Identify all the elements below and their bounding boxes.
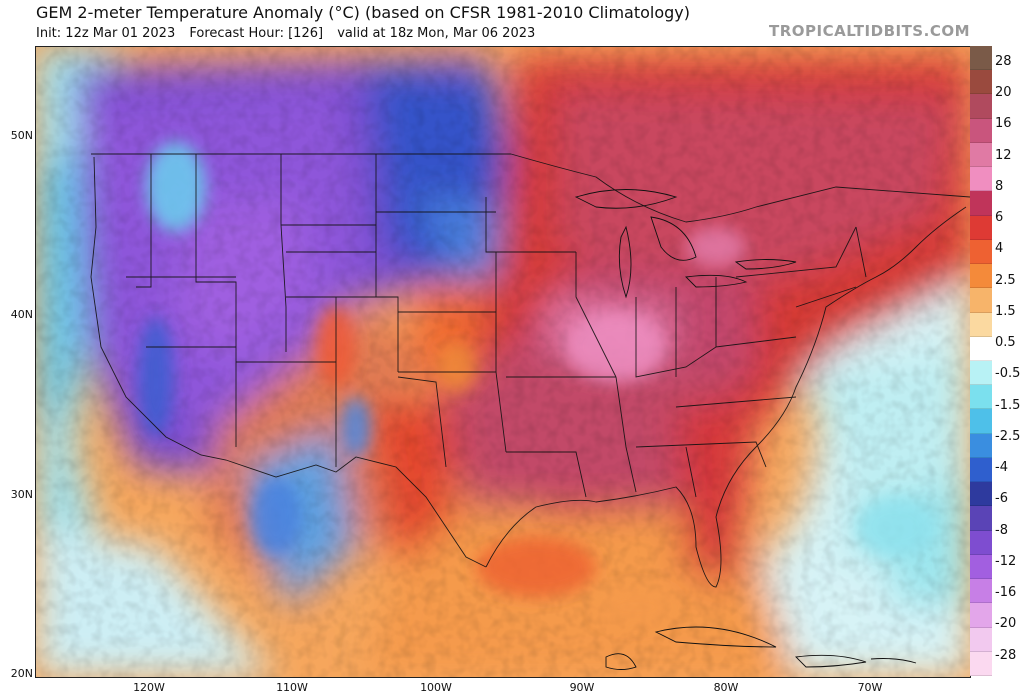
lon-label-70w: 70W <box>857 681 883 694</box>
colorbar-label: -1.5 <box>995 397 1021 413</box>
colorbar-label: 4 <box>995 241 1004 257</box>
lon-label-80w: 80W <box>713 681 739 694</box>
colorbar-label: 6 <box>995 210 1004 226</box>
colorbar-label: 20 <box>995 85 1012 101</box>
colorbar-label: 1.5 <box>995 303 1016 319</box>
colorbar-swatch <box>970 433 992 458</box>
forecast-hour: Forecast Hour: [126] <box>189 26 324 41</box>
colorbar-label: 12 <box>995 147 1012 163</box>
colorbar-label: -2.5 <box>995 428 1021 444</box>
colorbar-swatch <box>970 579 992 604</box>
caribbean-islands <box>605 626 917 670</box>
colorbar-swatch <box>970 46 992 71</box>
anomaly-map <box>35 46 971 678</box>
political-boundaries <box>90 153 970 588</box>
lon-label-90w: 90W <box>569 681 595 694</box>
colorbar-label: 2.5 <box>995 272 1016 288</box>
colorbar-swatch <box>970 603 992 628</box>
colorbar-label: -28 <box>995 647 1017 663</box>
colorbar-label: 16 <box>995 116 1012 132</box>
colorbar-swatch <box>970 312 992 337</box>
colorbar-label: -0.5 <box>995 366 1021 382</box>
colorbar-swatch <box>970 264 992 289</box>
lon-label-100w: 100W <box>420 681 452 694</box>
colorbar-swatch <box>970 651 992 676</box>
colorbar-label: 0.5 <box>995 335 1016 351</box>
colorbar-swatch <box>970 361 992 386</box>
lat-label-50n: 50N <box>10 129 33 142</box>
colorbar-swatch <box>970 167 992 192</box>
colorbar-label: -4 <box>995 460 1008 476</box>
lat-label-20n: 20N <box>10 667 33 680</box>
brand-watermark: TROPICALTIDBITS.COM <box>769 22 970 40</box>
colorbar-swatch <box>970 118 992 143</box>
colorbar-swatch <box>970 239 992 265</box>
colorbar-label: -12 <box>995 553 1017 569</box>
lon-label-110w: 110W <box>276 681 308 694</box>
colorbar-label: -16 <box>995 585 1017 601</box>
colorbar-label: -6 <box>995 491 1008 507</box>
colorbar-swatch <box>970 627 992 652</box>
us-coast-mexico-border <box>90 156 487 568</box>
colorbar-swatch <box>970 288 992 313</box>
colorbar-label: 8 <box>995 178 1004 194</box>
colorbar-swatch <box>970 215 992 240</box>
map-canvas <box>36 47 970 677</box>
great-lakes <box>574 189 797 299</box>
map-subtitle: Init: 12z Mar 01 2023 Forecast Hour: [12… <box>36 26 545 41</box>
colorbar-swatch <box>970 482 992 507</box>
colorbar-swatch <box>970 409 992 434</box>
colorbar-swatch <box>970 385 992 410</box>
colorbar-swatch <box>970 554 992 580</box>
colorbar-swatch <box>970 530 992 555</box>
lon-label-120w: 120W <box>133 681 165 694</box>
colorbar-swatch <box>970 70 992 95</box>
colorbar-swatch <box>970 506 992 531</box>
valid-time: valid at 18z Mon, Mar 06 2023 <box>337 26 536 41</box>
lat-label-40n: 40N <box>10 308 33 321</box>
colorbar-swatch <box>970 457 992 483</box>
colorbar-label: -8 <box>995 522 1008 538</box>
colorbar-label: 28 <box>995 54 1012 69</box>
colorbar-swatch <box>970 336 992 361</box>
lat-label-30n: 30N <box>10 488 33 501</box>
colorbar-swatch <box>970 191 992 216</box>
map-title: GEM 2-meter Temperature Anomaly (°C) (ba… <box>36 3 691 22</box>
colorbar-legend: 28 20 16 12 8 6 4 2.5 1.5 0.5 -0.5 -1.5 -2.5 -4 -6 -8 -1… <box>970 46 1024 676</box>
colorbar-swatch <box>970 94 992 119</box>
colorbar-swatch <box>970 142 992 168</box>
header: GEM 2-meter Temperature Anomaly (°C) (ba… <box>0 0 1024 46</box>
init-time: Init: 12z Mar 01 2023 <box>36 26 176 41</box>
colorbar-label: -20 <box>995 616 1017 632</box>
